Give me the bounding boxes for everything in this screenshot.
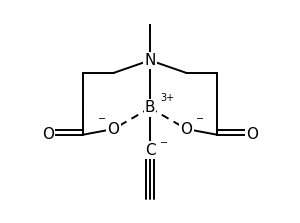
Text: −: − [98, 114, 106, 124]
Text: O: O [246, 127, 258, 142]
Text: B: B [145, 101, 155, 116]
Text: 3+: 3+ [160, 93, 174, 103]
Text: C: C [145, 142, 155, 158]
Text: O: O [107, 122, 119, 136]
Text: −: − [160, 138, 168, 148]
Text: O: O [42, 127, 54, 142]
Text: N: N [144, 53, 156, 68]
Text: O: O [181, 122, 193, 136]
Text: −: − [196, 114, 204, 124]
